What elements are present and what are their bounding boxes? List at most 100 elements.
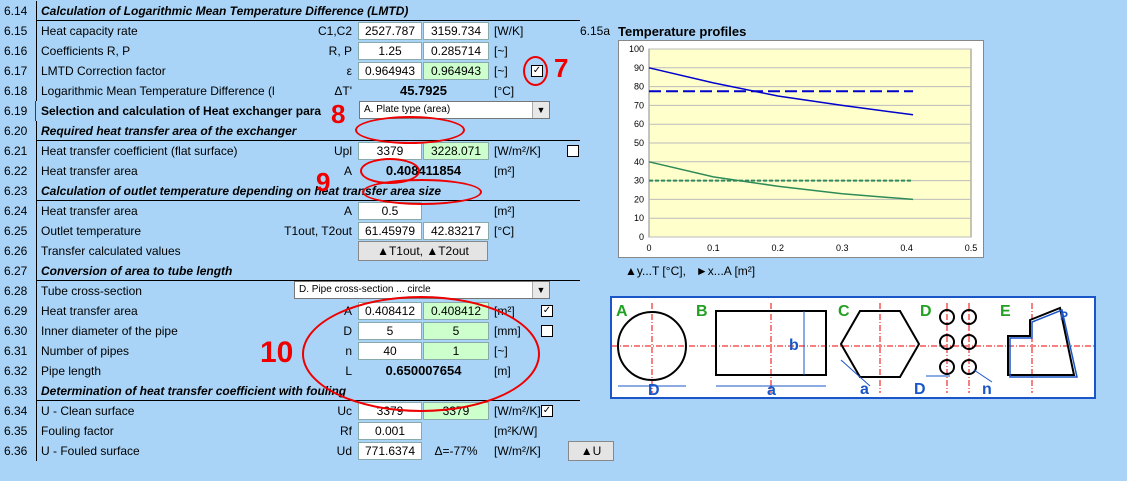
table-row: 6.19 Selection and calculation of Heat ex… <box>0 101 580 121</box>
row-number: 6.36 <box>4 444 28 458</box>
y-tick-label: 40 <box>634 157 644 167</box>
annotation-8: 8 <box>331 99 346 129</box>
table-row: 6.20 Required heat transfer area of the e… <box>0 121 580 141</box>
row-number: 6.19 <box>4 104 28 118</box>
transfer-values-button[interactable]: ▲T1out, ▲T2out <box>358 241 488 261</box>
unit-label: [W/m²/K] <box>494 444 541 458</box>
checkbox[interactable] <box>567 145 579 157</box>
row-label: Calculation of Logarithmic Mean Temperat… <box>41 4 409 18</box>
annotation-10: 10 <box>260 336 294 369</box>
table-row: 6.14 Calculation of Logarithmic Mean Temp… <box>0 1 580 21</box>
y-tick-label: 0 <box>639 232 644 242</box>
table-row: 6.23 Calculation of outlet temperature de… <box>0 181 580 201</box>
row-number: 6.18 <box>4 84 28 98</box>
input-value[interactable]: 0.001 <box>358 422 422 440</box>
y-tick-label: 10 <box>634 213 644 223</box>
row-symbol: Upl <box>333 144 352 158</box>
label-e: E <box>1000 303 1011 320</box>
unit-label: [~] <box>494 64 508 78</box>
row-number: 6.27 <box>4 264 28 278</box>
table-row: 6.26 Transfer calculated values ▲T1out, ▲T… <box>0 241 580 261</box>
result-value: 45.7925 <box>400 83 447 98</box>
table-row: 6.27 Conversion of area to tube length <box>0 261 580 281</box>
unit-label: [~] <box>494 44 508 58</box>
y-tick-label: 20 <box>634 194 644 204</box>
row-number: 6.31 <box>4 344 28 358</box>
row-label: Heat transfer area <box>41 204 138 218</box>
row-label: Number of pipes <box>41 344 130 358</box>
row-label: Transfer calculated values <box>41 244 181 258</box>
label-c: C <box>838 303 850 320</box>
row-label: Logarithmic Mean Temperature Difference … <box>41 84 275 98</box>
label-d: D <box>920 303 932 320</box>
temperature-chart: 0 10 20 30 40 50 60 70 80 90 100 0 0.1 0.2 0.3 0.4 0.5 <box>629 44 977 253</box>
secondary-value: 0.285714 <box>423 42 489 60</box>
dim-a: a <box>767 382 776 397</box>
table-row: 6.21 Heat transfer coefficient (flat surf… <box>0 141 580 161</box>
chevron-down-icon[interactable]: ▼ <box>532 102 549 118</box>
x-tick-label: 0.2 <box>772 243 785 253</box>
row-number: 6.35 <box>4 424 28 438</box>
secondary-value: 42.83217 <box>423 222 489 240</box>
input-value[interactable]: 2527.787 <box>358 22 422 40</box>
input-value[interactable]: 61.45979 <box>358 222 422 240</box>
row-label: Outlet temperature <box>41 224 142 238</box>
series-line <box>648 161 914 201</box>
unit-label: [m²K/W] <box>494 424 538 438</box>
row-number: 6.34 <box>4 404 28 418</box>
select-dropdown[interactable]: A. Plate type (area) ▼ <box>359 101 550 119</box>
annotation-oval-8 <box>355 116 465 144</box>
input-value[interactable]: 0.964943 <box>358 62 422 80</box>
annotation-oval-7 <box>523 56 548 86</box>
input-value[interactable]: 771.6374 <box>358 442 422 460</box>
row-label: LMTD Correction factor <box>41 64 166 78</box>
row-symbol: R, P <box>328 44 352 58</box>
row-label: Selection and calculation of Heat exchan… <box>41 104 322 118</box>
row-label: Heat transfer area <box>41 304 138 318</box>
annotation-oval-10 <box>302 296 540 412</box>
cross-section-diagram: A B C D E D a b a D n P <box>610 296 1096 399</box>
chevron-down-icon[interactable]: ▼ <box>532 282 549 298</box>
row-number: 6.22 <box>4 164 28 178</box>
row-label: Heat transfer coefficient (flat surface) <box>41 144 238 158</box>
row-symbol: Ud <box>336 444 352 458</box>
table-row: 6.22 Heat transfer area A 0.408411854 [m²] <box>0 161 580 181</box>
annotation-oval-9b <box>362 179 482 205</box>
row-symbol: ΔT' <box>334 84 352 98</box>
row-label: Tube cross-section <box>41 284 142 298</box>
transfer-u-button[interactable]: ▲U <box>568 441 614 461</box>
cross-section-shapes: A B C D E D a b a D n P <box>612 303 1094 399</box>
row-label: Pipe length <box>41 364 102 378</box>
dim-a2: a <box>860 381 869 397</box>
row-number: 6.26 <box>4 244 28 258</box>
row-label: U - Fouled surface <box>41 444 140 458</box>
x-tick-label: 0 <box>646 243 651 253</box>
row-label: Heat transfer area <box>41 164 138 178</box>
row-label: Fouling factor <box>41 424 114 438</box>
table-row: 6.28 Tube cross-section D. Pipe cross-sect… <box>0 281 580 301</box>
row-symbol: ε <box>346 64 352 78</box>
row-label: Calculation of outlet temperature depend… <box>41 184 442 198</box>
annotation-7: 7 <box>554 53 569 83</box>
row-symbol: Uc <box>337 404 352 418</box>
row-symbol: Rf <box>340 424 352 438</box>
x-tick-label: 0.3 <box>836 243 849 253</box>
input-value[interactable]: 1.25 <box>358 42 422 60</box>
checkbox[interactable] <box>541 325 553 337</box>
checkbox[interactable]: ✓ <box>541 305 553 317</box>
x-tick-label: 0.1 <box>707 243 720 253</box>
unit-label: [W/m²/K] <box>494 404 541 418</box>
row-number: 6.30 <box>4 324 28 338</box>
row-number: 6.29 <box>4 304 28 318</box>
checkbox[interactable]: ✓ <box>541 405 553 417</box>
dim-p: P <box>1060 309 1068 323</box>
table-row: 6.33 Determination of heat transfer coeff… <box>0 381 580 401</box>
row-label: Heat capacity rate <box>41 24 138 38</box>
row-number: 6.16 <box>4 44 28 58</box>
table-row: 6.35 Fouling factor Rf 0.001 [m²K/W] <box>0 421 580 441</box>
row-label: Required heat transfer area of the excha… <box>41 124 297 138</box>
table-row: 6.25 Outlet temperature T1out, T2out 61.459… <box>0 221 580 241</box>
unit-label: [W/K] <box>494 24 524 38</box>
row-label: Conversion of area to tube length <box>41 264 233 278</box>
y-tick-label: 80 <box>634 82 644 92</box>
